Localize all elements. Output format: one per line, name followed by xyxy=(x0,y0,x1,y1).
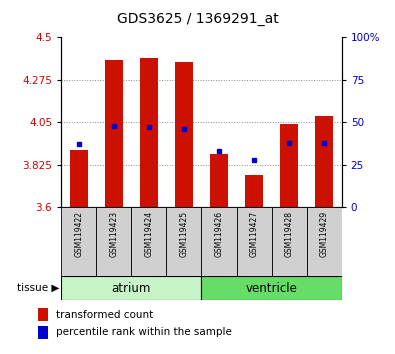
Text: GSM119424: GSM119424 xyxy=(144,211,153,257)
Text: percentile rank within the sample: percentile rank within the sample xyxy=(56,327,232,337)
Bar xyxy=(280,124,298,207)
Text: GSM119426: GSM119426 xyxy=(214,211,224,257)
Bar xyxy=(140,58,158,207)
Bar xyxy=(96,207,131,276)
Text: GDS3625 / 1369291_at: GDS3625 / 1369291_at xyxy=(117,12,278,27)
Bar xyxy=(272,207,307,276)
Text: tissue ▶: tissue ▶ xyxy=(17,283,59,293)
Bar xyxy=(245,175,263,207)
Bar xyxy=(61,276,201,300)
Bar xyxy=(105,60,122,207)
Bar xyxy=(175,62,193,207)
Bar xyxy=(61,207,96,276)
Text: GSM119425: GSM119425 xyxy=(179,211,188,257)
Text: GSM119422: GSM119422 xyxy=(74,211,83,257)
Bar xyxy=(307,207,342,276)
Bar xyxy=(38,326,49,339)
Text: GSM119423: GSM119423 xyxy=(109,211,118,257)
Text: GSM119429: GSM119429 xyxy=(320,211,329,257)
Bar xyxy=(70,150,88,207)
Text: transformed count: transformed count xyxy=(56,310,153,320)
Bar xyxy=(201,207,237,276)
Text: ventricle: ventricle xyxy=(246,282,297,295)
Bar xyxy=(166,207,201,276)
Bar xyxy=(315,116,333,207)
Bar xyxy=(210,154,228,207)
Text: GSM119428: GSM119428 xyxy=(284,211,293,257)
Bar xyxy=(237,207,271,276)
Bar xyxy=(38,308,49,321)
Text: atrium: atrium xyxy=(112,282,151,295)
Bar xyxy=(201,276,342,300)
Text: GSM119427: GSM119427 xyxy=(250,211,259,257)
Bar xyxy=(131,207,166,276)
